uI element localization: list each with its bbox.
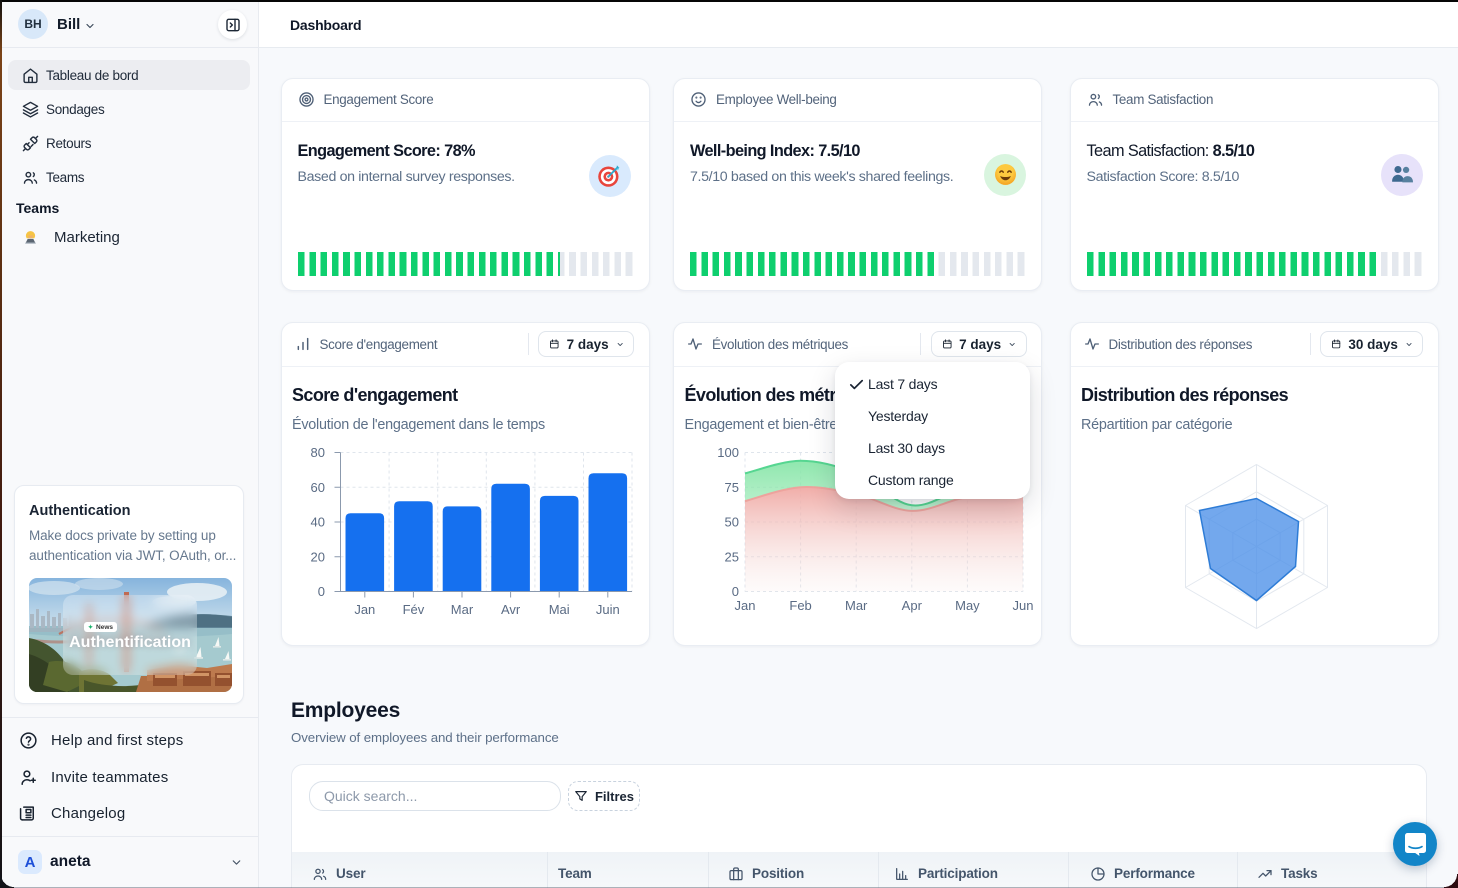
- svg-text:25: 25: [725, 549, 739, 564]
- svg-text:60: 60: [310, 479, 324, 494]
- svg-text:Feb: Feb: [789, 598, 811, 613]
- svg-text:Mar: Mar: [450, 602, 473, 617]
- svg-text:80: 80: [310, 445, 324, 460]
- svg-text:40: 40: [310, 514, 324, 529]
- svg-text:Mar: Mar: [845, 598, 868, 613]
- svg-text:Juin: Juin: [595, 602, 619, 617]
- svg-text:Avr: Avr: [500, 602, 520, 617]
- svg-text:20: 20: [310, 549, 324, 564]
- svg-text:Jan: Jan: [735, 598, 756, 613]
- svg-text:0: 0: [317, 584, 324, 599]
- svg-text:Jan: Jan: [354, 602, 375, 617]
- svg-text:0: 0: [732, 584, 739, 599]
- svg-text:100: 100: [717, 445, 739, 460]
- svg-text:75: 75: [725, 479, 739, 494]
- svg-text:Apr: Apr: [902, 598, 923, 613]
- svg-text:Mai: Mai: [548, 602, 569, 617]
- svg-text:Jun: Jun: [1013, 598, 1034, 613]
- svg-text:50: 50: [725, 514, 739, 529]
- svg-text:May: May: [955, 598, 980, 613]
- svg-text:Fév: Fév: [402, 602, 424, 617]
